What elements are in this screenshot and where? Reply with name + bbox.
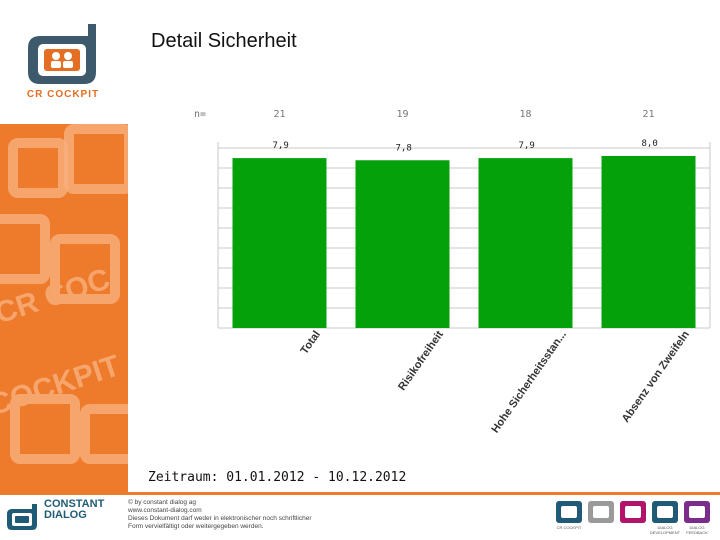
bar-chart: n= 21 7,9 Total 19 7,8 Risikofreiheit 18 7,9 Hohe… <box>194 109 711 436</box>
company-name: CONSTANT DIALOG <box>44 499 104 521</box>
company-name-line2: DIALOG <box>44 509 87 521</box>
copyright-line: www.constant-dialog.com <box>128 507 202 514</box>
decorative-tile <box>0 214 50 284</box>
n-value-label: 19 <box>396 109 408 120</box>
decorative-tile <box>10 394 80 464</box>
bar <box>232 158 327 328</box>
bar-value-label: 8,0 <box>642 139 658 149</box>
product-logo-mark <box>556 501 582 523</box>
product-logo: CR COCKPIT <box>556 501 582 533</box>
category-label: Risikofreiheit <box>396 329 446 393</box>
n-value-label: 21 <box>273 109 285 120</box>
product-logos: CR COCKPIT DIALOG DEVELOPMENT DIALOG FEEDB… <box>556 501 710 535</box>
decorative-tile <box>80 404 128 464</box>
product-logo <box>620 501 646 533</box>
n-value-label: 21 <box>642 109 654 120</box>
company-name-line1: CONSTANT <box>44 498 105 510</box>
product-logo-label: CR COCKPIT <box>556 525 582 530</box>
category-label: Total <box>299 329 323 357</box>
n-prefix-label: n= <box>194 109 206 120</box>
bar <box>478 158 573 328</box>
period-label: Zeitraum: 01.01.2012 - 10.12.2012 <box>148 470 407 485</box>
product-logo-mark <box>620 501 646 523</box>
sidebar-panel: CR COCKPIT CR COC COCKPIT <box>0 0 128 492</box>
copyright-line: Dieses Dokument darf weder in elektronis… <box>128 515 312 522</box>
product-logo: DIALOG FEEDBACK <box>684 501 710 535</box>
copyright-line: © by constant dialog ag <box>128 499 197 506</box>
product-logo <box>588 501 614 533</box>
n-value-label: 18 <box>519 109 531 120</box>
category-label: Hohe Sicherheitsstan... <box>489 329 569 436</box>
copyright-notice: © by constant dialog ag www.constant-dia… <box>128 499 312 531</box>
footer-divider <box>0 492 720 495</box>
bar-value-label: 7,8 <box>396 143 412 153</box>
bar-value-label: 7,9 <box>519 141 535 151</box>
category-label: Absenz von Zweifeln <box>620 329 692 425</box>
decorative-tile <box>50 234 120 304</box>
bar-value-label: 7,9 <box>273 141 289 151</box>
bar <box>355 160 450 328</box>
product-logo-mark <box>588 501 614 523</box>
bar <box>601 155 696 328</box>
logo-label: CR COCKPIT <box>26 89 100 100</box>
svg-text:CR COC: CR COC <box>0 264 114 330</box>
product-logo-mark <box>652 501 678 523</box>
svg-text:COCKPIT: COCKPIT <box>0 349 124 422</box>
cr-cockpit-logo <box>28 24 96 84</box>
decorative-tile <box>8 138 68 198</box>
constant-dialog-logo <box>7 504 37 530</box>
footer: CONSTANT DIALOG © by constant dialog ag … <box>0 495 720 540</box>
decorative-tile <box>64 124 128 194</box>
product-logo-label: DIALOG DEVELOPMENT <box>649 525 681 535</box>
product-logo: DIALOG DEVELOPMENT <box>650 501 680 535</box>
sidebar-orange-band: CR COC COCKPIT <box>0 124 128 492</box>
product-logo-label: DIALOG FEEDBACK <box>686 525 708 535</box>
decorative-watermark: CR COC COCKPIT <box>0 264 124 422</box>
page-title: Detail Sicherheit <box>151 30 297 52</box>
copyright-line: Form vervielfältigt oder weitergegeben w… <box>128 523 264 530</box>
product-logo-mark <box>684 501 710 523</box>
